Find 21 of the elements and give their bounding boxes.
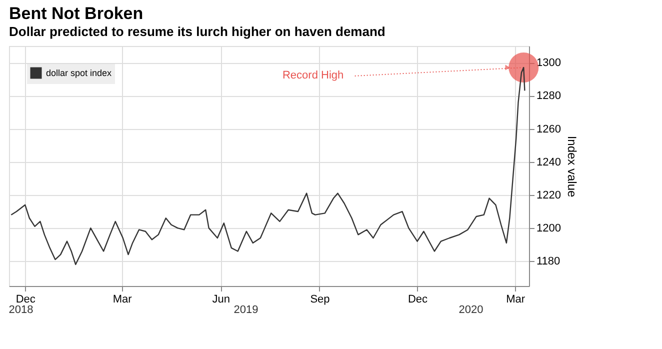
y-tick-label: 1240	[536, 156, 561, 168]
text: 2019	[234, 304, 258, 316]
x-tick-label: Dec	[16, 294, 36, 306]
text: 2018	[8, 304, 34, 316]
chart-title: Bent Not Broken	[9, 4, 144, 23]
text: 2020	[458, 304, 484, 316]
y-tick-label: 1180	[536, 256, 560, 268]
y-tick-label: 1200	[536, 222, 561, 235]
x-tick-label: Jun	[212, 294, 230, 306]
x-tick-label: Dec	[408, 294, 428, 306]
x-tick-label: Mar	[506, 294, 526, 306]
chart-subtitle: Dollar predicted to resume its lurch higher on haven demand	[9, 24, 386, 39]
y-tick-label: 1280	[536, 90, 561, 102]
y-axis-title: Index value	[564, 136, 579, 198]
annotation: Record High	[282, 70, 344, 82]
x-tick-label: Sep	[310, 294, 330, 306]
x-tick-label: Mar	[112, 294, 132, 306]
y-tick-label: 1220	[536, 189, 561, 202]
legend-label: dollar spot index	[46, 68, 112, 78]
y-tick-label: 1300	[536, 57, 561, 70]
y-tick-label: 1260	[536, 123, 561, 136]
